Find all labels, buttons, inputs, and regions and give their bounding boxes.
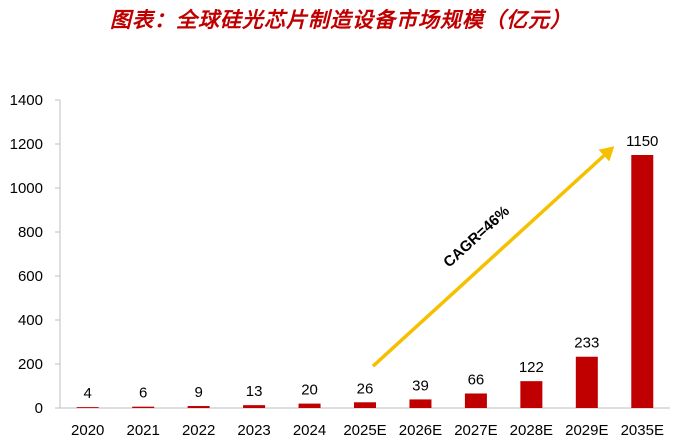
bar-series [76,155,654,408]
cagr-annotation: CAGR=46% [371,146,615,368]
x-tick-label: 2024 [293,422,326,439]
bar [298,403,321,408]
data-label: 20 [301,382,318,399]
bar [409,399,432,408]
y-tick-label: 600 [18,268,43,285]
bar [132,406,155,408]
x-tick-label: 2035E [621,422,664,439]
bar [575,356,598,408]
y-tick-label: 1400 [10,92,43,109]
y-tick-label: 800 [18,224,43,241]
bar [187,406,210,408]
data-label: 39 [412,377,429,394]
y-tick-label: 1000 [10,180,43,197]
x-axis: 2020 2021 2022 2023 2024 2025E 2026E 2027E 2028E… [60,407,670,439]
x-tick-label: 2027E [454,422,497,439]
x-tick-label: 2023 [237,422,270,439]
data-label: 4 [84,385,92,402]
data-label: 9 [194,384,202,401]
cagr-arrow-head [598,146,615,162]
data-label: 26 [357,380,374,397]
data-label: 13 [246,383,263,400]
y-tick-label: 200 [18,356,43,373]
bar [520,381,543,408]
x-tick-label: 2026E [399,422,442,439]
bar [354,402,376,408]
cagr-arrow-line [371,154,606,368]
y-tick-label: 1200 [10,136,43,153]
bar [464,393,487,408]
y-tick-label: 400 [18,312,43,329]
bar [76,407,99,408]
y-axis: 0 200 400 600 800 1000 1200 1400 [10,92,61,417]
bar [243,405,266,408]
data-labels: 4 6 9 13 20 26 39 66 122 233 1150 [84,133,659,402]
data-label: 1150 [626,133,658,150]
chart-title: 图表：全球硅光芯片制造设备市场规模（亿元） [110,7,572,32]
x-tick-label: 2029E [565,422,608,439]
x-tick-label: 2028E [510,422,553,439]
data-label: 6 [139,385,147,402]
data-label: 233 [574,335,599,352]
bar [631,155,654,408]
x-tick-label: 2020 [71,422,104,439]
x-tick-label: 2025E [343,422,386,439]
cagr-label: CAGR=46% [440,203,513,271]
data-label: 122 [519,359,544,376]
data-label: 66 [468,371,485,388]
x-tick-label: 2021 [126,422,159,439]
y-tick-label: 0 [35,400,43,417]
x-tick-label: 2022 [182,422,215,439]
